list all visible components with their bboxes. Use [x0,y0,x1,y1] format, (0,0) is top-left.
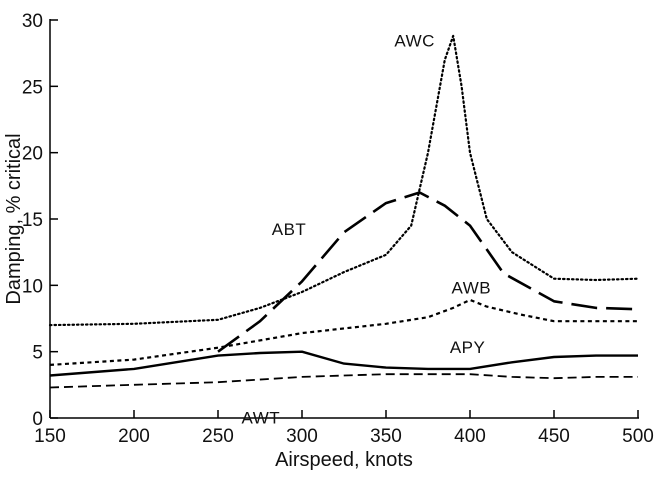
series-line-apy [49,350,638,377]
x-tick-label: 200 [118,426,150,447]
y-tick-label: 25 [22,77,43,98]
y-tick-label: 15 [22,210,43,231]
x-tick-label: 350 [370,426,402,447]
series-line-awt [49,373,638,389]
y-tick-label: 20 [22,144,43,165]
series-label-apy: APY [450,338,486,357]
y-tick-label: 10 [22,276,43,297]
x-tick-label: 150 [34,426,66,447]
y-axis-title: Damping, % critical [3,133,25,304]
series-label-awb: AWB [452,278,492,297]
series-label-awc: AWC [394,32,435,51]
x-tick-label: 450 [538,426,570,447]
series-label-abt: ABT [272,220,307,239]
series-line-awb [49,298,638,366]
x-axis-title: Airspeed, knots [275,449,413,471]
y-tick-label: 30 [22,11,43,32]
series-group [48,34,640,389]
y-tick-label: 5 [32,343,43,364]
series-line-abt [217,191,639,353]
series-labels: AWC ABT AWB APY AWT [242,32,492,428]
x-ticks: 150 200 250 300 350 400 450 500 [34,410,654,447]
series-label-awt: AWT [242,408,281,427]
x-tick-label: 500 [622,426,654,447]
x-tick-label: 300 [286,426,318,447]
y-tick-label: 0 [32,409,43,430]
x-tick-label: 400 [454,426,486,447]
x-tick-label: 250 [202,426,234,447]
series-line-awc [48,34,640,327]
y-ticks: 0 5 10 15 20 25 30 [22,11,58,430]
